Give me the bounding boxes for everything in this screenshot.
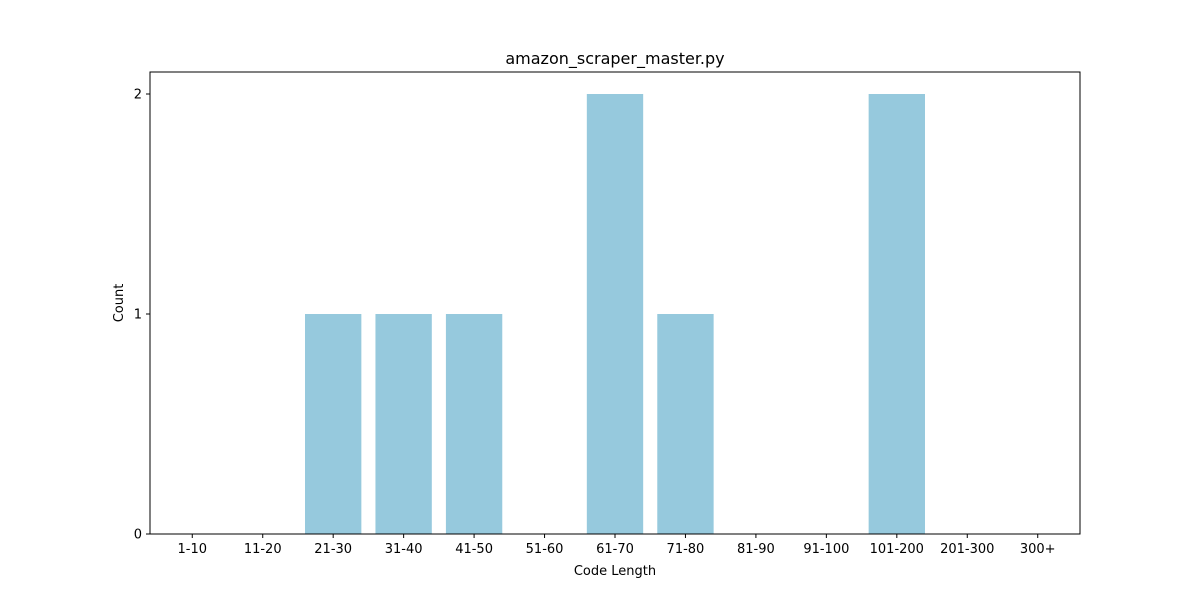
x-tick-label: 51-60 [526, 542, 564, 557]
y-axis: 0 1 2 [134, 88, 150, 543]
chart-title: amazon_scraper_master.py [505, 49, 724, 69]
x-axis: 1-10 11-20 21-30 31-40 41-50 51-60 61-70 71-80 8… [178, 534, 1056, 557]
bar-31-40 [375, 314, 432, 534]
x-tick-label: 61-70 [596, 542, 634, 557]
x-axis-label: Code Length [574, 564, 656, 579]
x-tick-label: 201-300 [940, 542, 994, 557]
y-tick-label: 0 [134, 528, 142, 543]
x-tick-label: 41-50 [455, 542, 493, 557]
y-tick-label: 1 [134, 308, 142, 323]
bar-71-80 [657, 314, 714, 534]
bar-21-30 [305, 314, 362, 534]
x-tick-label: 81-90 [737, 542, 775, 557]
bar-101-200 [868, 94, 925, 534]
x-tick-label: 71-80 [667, 542, 705, 557]
bar-41-50 [445, 314, 503, 534]
x-tick-label: 101-200 [870, 542, 924, 557]
bar-61-70 [586, 94, 644, 534]
x-tick-label: 11-20 [244, 542, 282, 557]
x-tick-label: 31-40 [385, 542, 423, 557]
x-tick-label: 21-30 [314, 542, 352, 557]
x-tick-label: 1-10 [178, 542, 208, 557]
bars-layer [305, 94, 925, 534]
x-tick-label: 300+ [1020, 542, 1056, 557]
y-tick-label: 2 [134, 88, 142, 103]
y-axis-label: Count [112, 284, 127, 323]
x-tick-label: 91-100 [803, 542, 849, 557]
